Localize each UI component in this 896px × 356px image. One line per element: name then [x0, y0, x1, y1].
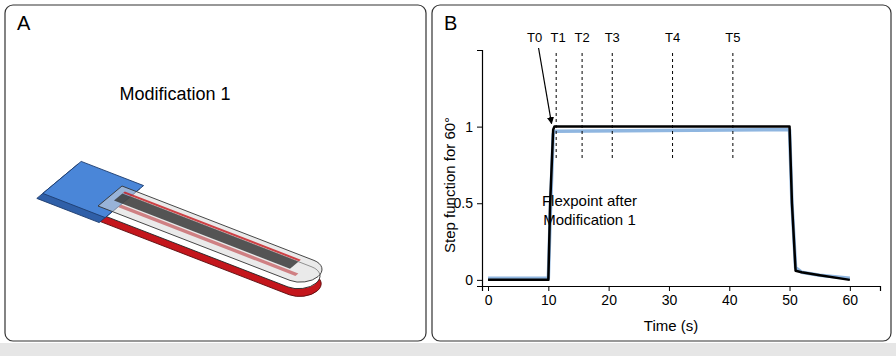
y-tick: 1	[465, 119, 482, 135]
figure: AModification 1B010203040506000.51Time (…	[0, 0, 896, 356]
time-marker-label: T3	[605, 30, 620, 45]
y-tick: 0	[465, 272, 482, 288]
panel-frame	[5, 5, 426, 341]
y-tick-mark	[477, 280, 482, 281]
x-axis-title: Time (s)	[644, 317, 698, 334]
x-tick-label: 10	[541, 292, 557, 308]
time-marker-label: T4	[665, 30, 680, 45]
panel-frame	[432, 5, 891, 341]
y-axis-title: Step function for 60°	[441, 117, 458, 253]
x-tick: 0	[485, 286, 493, 308]
arrow-marker	[539, 48, 552, 124]
time-marker-label: T2	[575, 30, 590, 45]
x-tick: 60	[843, 286, 859, 308]
x-tick-label: 60	[843, 292, 859, 308]
time-marker-line	[582, 53, 583, 160]
y-axis-line	[477, 51, 483, 287]
time-markers: T1 T2 T3 T4 T5 T0	[527, 30, 740, 160]
panel-letter: A	[17, 12, 31, 34]
annotation: Flexpoint after Modification 1	[542, 192, 637, 228]
x-tick-mark	[548, 286, 549, 291]
x-tick-mark	[790, 286, 791, 291]
sensor-strip	[37, 161, 349, 302]
y-tick-mark	[477, 127, 482, 128]
conductor-top	[123, 191, 301, 261]
y-tick-mark	[477, 203, 482, 204]
arrow-marker-label: T0	[527, 30, 542, 45]
x-tick-mark	[850, 286, 851, 291]
sensing-element	[114, 193, 298, 268]
x-axis: 0 10 20 30 40 50 60	[483, 286, 881, 308]
x-tick-label: 30	[662, 292, 678, 308]
annotation-line: Flexpoint after	[542, 192, 637, 209]
time-marker-line	[556, 53, 557, 160]
diagram-title: Modification 1	[119, 84, 230, 104]
x-tick-mark	[488, 286, 489, 291]
x-tick: 10	[541, 286, 557, 308]
bottom-band	[0, 343, 896, 356]
x-tick: 50	[782, 286, 798, 308]
x-tick: 40	[722, 286, 738, 308]
x-tick: 20	[601, 286, 617, 308]
series-line	[488, 127, 850, 280]
time-marker-line	[612, 53, 613, 160]
x-tick-mark	[729, 286, 730, 291]
time-marker-label: T5	[725, 30, 740, 45]
annotation-line: Modification 1	[543, 211, 636, 228]
x-tick-mark	[609, 286, 610, 291]
panel-letter: B	[444, 12, 457, 34]
time-marker-line	[732, 53, 733, 160]
x-tick-label: 40	[722, 292, 738, 308]
x-tick-label: 0	[485, 292, 493, 308]
plot-area	[488, 127, 850, 280]
y-tick-label: 1	[465, 119, 473, 135]
top-layer	[98, 186, 330, 287]
x-tick-label: 20	[601, 292, 617, 308]
time-marker-line	[672, 53, 673, 160]
x-tick-mark	[669, 286, 670, 291]
x-axis-line	[483, 287, 881, 292]
time-marker-label: T1	[551, 30, 566, 45]
x-tick: 30	[662, 286, 678, 308]
y-tick-label: 0	[465, 272, 473, 288]
x-tick-label: 50	[782, 292, 798, 308]
